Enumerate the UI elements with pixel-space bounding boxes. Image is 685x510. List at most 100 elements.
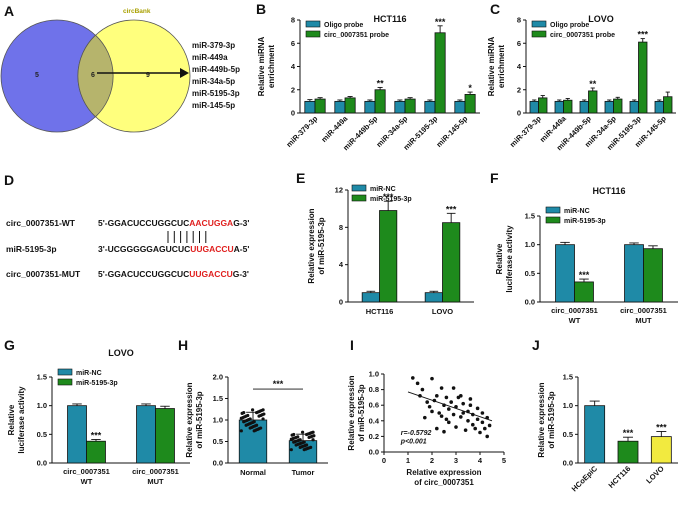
data-point — [475, 406, 480, 411]
bar — [404, 98, 416, 114]
legend-swatch — [531, 20, 547, 28]
data-point — [423, 415, 427, 420]
venn-right-label: circBank — [123, 8, 151, 15]
x-tick-label: 3 — [454, 456, 458, 465]
y-tick-label: 1.0 — [563, 401, 573, 410]
data-point — [430, 376, 434, 381]
bar — [584, 405, 606, 464]
y-tick-label: 12 — [335, 186, 343, 195]
venn-mirna-list: miR-379-3p miR-449a miR-449b-5p miR-34a-5p m… — [192, 41, 240, 110]
data-point — [420, 387, 425, 392]
legend-label: miR-NC — [564, 208, 590, 215]
bar — [374, 89, 386, 114]
bar — [86, 440, 106, 464]
legend-swatch — [305, 20, 321, 28]
venn-left-count: 5 — [35, 72, 39, 79]
mir-seq: 3'-UCGGGGGAGUCUCUUGACCUA-5' — [98, 244, 249, 254]
mut-seq: 5'-GGACUCCUGGCUCUUGACCUG-3' — [98, 269, 249, 279]
significance-label: * — [468, 83, 472, 93]
panel-label-g: G — [4, 337, 15, 353]
mir-seq-prefix: 3'-UCGGGGGAGUCUC — [98, 244, 190, 254]
x-tick-label: miR-379-3p — [284, 114, 319, 149]
y-axis-title: Relative expressionof miR-5195-3p — [185, 382, 204, 457]
data-point — [257, 414, 261, 418]
mir-seq-suffix: A-5' — [234, 244, 250, 254]
data-point — [248, 426, 252, 430]
bar — [364, 100, 376, 114]
y-tick-label: 1.0 — [369, 370, 379, 379]
legend-swatch — [545, 216, 561, 224]
y-tick-label: 4 — [517, 62, 522, 71]
y-tick-label: 2 — [291, 85, 295, 94]
y-tick-label: 1.5 — [213, 394, 223, 403]
legend-swatch — [57, 368, 73, 376]
bar — [574, 281, 594, 303]
bar — [464, 94, 476, 114]
data-point — [449, 400, 454, 404]
bar — [344, 97, 356, 114]
y-tick-label: 0.0 — [563, 459, 573, 468]
y-tick-label: 0.0 — [525, 298, 535, 307]
data-point — [437, 411, 442, 415]
venn-left-label: starBase — [37, 8, 65, 15]
data-point — [483, 426, 487, 431]
data-point — [480, 420, 485, 425]
data-point — [307, 435, 311, 440]
wt-seq-label: circ_0007351-WT — [6, 218, 76, 228]
x-tick-label: MUT — [147, 477, 164, 486]
data-point — [444, 417, 449, 422]
venn-right-count: 9 — [146, 72, 150, 79]
significance-label: *** — [623, 428, 634, 438]
chart-j-cell-lines: 0.0 0.5 1.0 1.5 Relative expressionof miR-51… — [537, 373, 678, 493]
correlation-p: p<0.001 — [400, 438, 427, 445]
y-axis-title: Relativeluciferase activity — [7, 386, 26, 454]
y-axis-title: Relativeluciferase activity — [495, 225, 514, 293]
bar — [629, 100, 639, 114]
panel-label-j: J — [532, 337, 540, 353]
data-point — [289, 437, 293, 441]
significance-label: *** — [435, 17, 446, 27]
venn-mirna-item: miR-449a — [192, 53, 228, 62]
data-point — [425, 400, 430, 404]
data-point — [463, 428, 468, 432]
venn-mirna-item: miR-379-3p — [192, 41, 235, 50]
base-pair-lines — [167, 231, 207, 243]
data-point — [475, 417, 480, 422]
data-point — [239, 416, 243, 420]
legend-label: miR-5195-3p — [564, 218, 606, 225]
venn-arrow-head — [180, 68, 189, 78]
bar — [424, 100, 436, 114]
legend-label: miR-NC — [76, 370, 102, 377]
bar — [624, 244, 644, 303]
data-point — [255, 411, 259, 415]
mut-seq-prefix: 5'-GGACUCCUGGCUC — [98, 269, 189, 279]
bar — [617, 440, 639, 464]
bar — [379, 210, 398, 303]
bar — [361, 292, 380, 303]
x-axis-title-line1: Relative expression — [406, 468, 481, 477]
data-point — [292, 440, 296, 444]
bar — [588, 90, 598, 114]
data-point — [289, 448, 293, 452]
x-tick-label: MUT — [635, 316, 652, 325]
chart-i-correlation: 0.0 0.2 0.4 0.6 0.8 1.0 0 1 2 3 4 5 r=-0.5792p<0.001… — [347, 370, 506, 488]
venn-mirna-item: miR-449b-5p — [192, 65, 240, 74]
y-axis-title: Relative expressionof miR-5195-3p — [307, 208, 326, 283]
wt-seq-prefix: 5'-GGACUCCUGGCUC — [98, 218, 189, 228]
data-point — [478, 430, 482, 435]
x-tick-label: LOVO — [432, 307, 453, 316]
data-point — [485, 434, 490, 439]
y-tick-label: 1.0 — [37, 401, 47, 410]
y-tick-label: 8 — [339, 223, 343, 232]
significance-label: *** — [579, 270, 590, 280]
chart-title: HCT116 — [592, 186, 625, 196]
bar — [613, 98, 623, 114]
panel-label-e: E — [296, 170, 305, 186]
panel-label-h: H — [178, 337, 188, 353]
legend-swatch — [545, 206, 561, 214]
data-point — [430, 409, 434, 414]
bar — [304, 100, 316, 114]
significance-label: *** — [273, 379, 284, 389]
bar — [424, 292, 443, 303]
legend-swatch — [531, 30, 547, 38]
